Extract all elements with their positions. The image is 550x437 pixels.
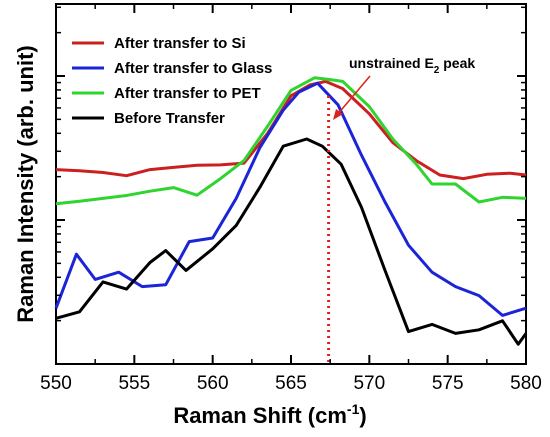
annotation-arrow-shaft: [336, 75, 371, 116]
series-line-after-transfer-to-glass: [54, 81, 527, 317]
x-tick-label: 575: [432, 373, 464, 394]
x-tick-label: 555: [118, 373, 150, 394]
annotation-arrow-head: [333, 109, 343, 120]
series-line-before-transfer: [55, 137, 528, 346]
x-tick-label: 560: [197, 373, 229, 394]
series-line-after-transfer-to-pet: [55, 76, 527, 206]
legend-label-before-transfer: Before Transfer: [114, 110, 225, 127]
legend-label-after-transfer-to-glass: After transfer to Glass: [114, 60, 272, 77]
y-axis-ticks: [56, 6, 526, 365]
legend-label-after-transfer-to-si: After transfer to Si: [114, 35, 246, 52]
annotation-label: unstrained E2 peak: [349, 55, 475, 76]
series-layer: [54, 76, 528, 346]
legend-label-after-transfer-to-pet: After transfer to PET: [114, 85, 261, 102]
x-tick-label: 550: [40, 373, 72, 394]
y-axis-title: Raman Intensity (arb. unit): [13, 45, 38, 322]
x-tick-label: 570: [353, 373, 385, 394]
x-tick-label: 580: [510, 373, 542, 394]
x-axis-title: Raman Shift (cm-1): [173, 401, 366, 428]
legend: After transfer to Si After transfer to Gl…: [72, 35, 272, 127]
x-tick-label: 565: [275, 373, 307, 394]
annotation-layer: unstrained E2 peak: [327, 55, 475, 362]
x-axis-ticks: 550 555 560 565 570 575 580: [40, 4, 542, 394]
